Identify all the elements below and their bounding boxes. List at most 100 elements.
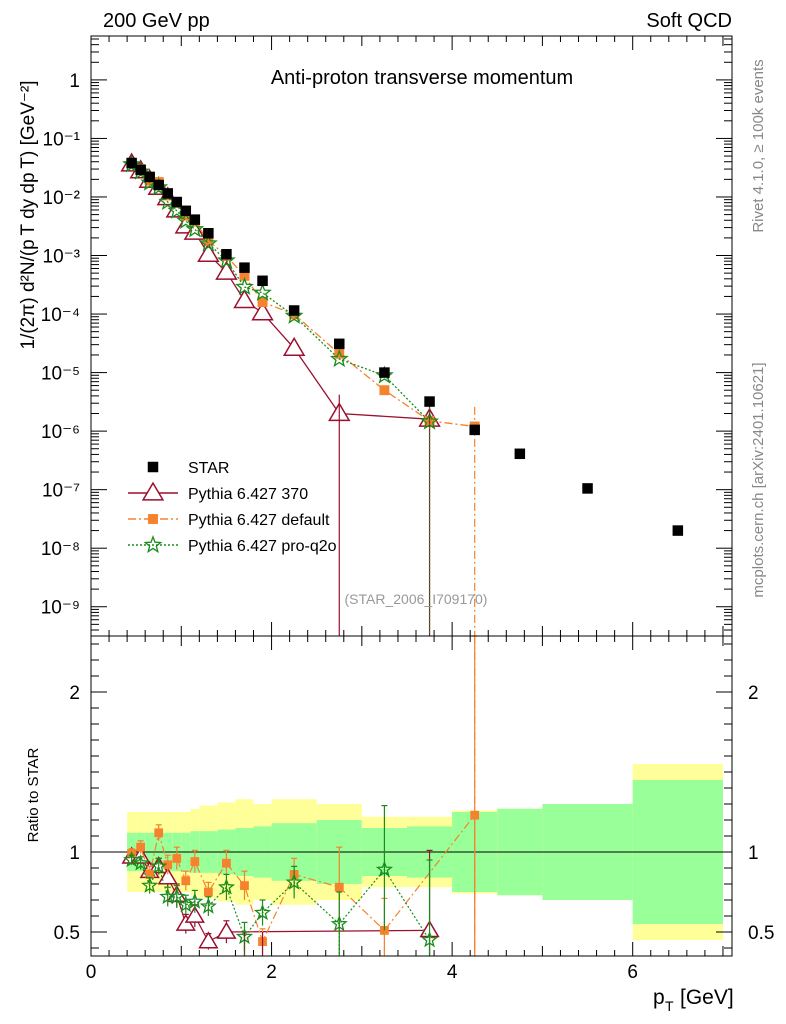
point-star-data [514,448,526,460]
legend-marker [141,481,165,501]
point-pythia-6-427-default [257,297,268,308]
rivet-version-label: Rivet 4.1.0, ≥ 100k events [750,59,767,232]
legend-label: Pythia 6.427 pro-q2o [188,538,337,555]
ratio-point-pythia-6-427-default [203,887,213,897]
analysis-watermark: (STAR_2006_I709170) [345,591,488,607]
y-tick-label: 10⁻² [43,188,81,209]
ratio-point-pythia-6-427-default [172,854,182,863]
y-tick-label: 2 [69,683,80,704]
y-tick-label: 10⁻⁶ [41,422,80,443]
legend-label: Pythia 6.427 default [188,512,330,529]
point-star-data [126,157,137,169]
point-star-data [288,305,300,316]
point-pythia-6-427-pro-q2o [149,177,169,196]
mcplots-label: mcplots.cern.ch [arXiv:2401.10621] [750,362,767,597]
point-pythia-6-427-pro-q2o [253,282,272,301]
point-pythia-6-427-370 [197,242,220,262]
point-star-data [424,396,435,407]
ratio-point-pythia-6-427-default [190,857,200,866]
ratio-point-pythia-6-427-default [145,870,155,879]
point-star-data [144,171,155,183]
y-tick-label-right: 0.5 [748,923,774,944]
ratio-point-pythia-6-427-pro-q2o [253,903,272,921]
ratio-point-pythia-6-427-default [154,828,164,838]
point-pythia-6-427-370 [233,289,256,309]
ratio-point-pythia-6-427-default [334,882,344,892]
x-axis-title-main: p [653,986,665,1009]
ratio-point-pythia-6-427-pro-q2o [168,887,186,905]
y-tick-label-right: 1 [748,843,759,864]
ratio-bands [91,764,732,940]
ratio-point-pythia-6-427-370 [184,905,205,923]
point-pythia-6-427-default [239,270,250,281]
y-tick-label: 0.5 [54,923,80,944]
point-pythia-6-427-pro-q2o [235,277,254,295]
y-tick-label: 10⁻⁷ [42,481,80,502]
legend-label: STAR [188,460,229,477]
ratio-ticks: 0 2 4 6 0.5 0.5 1 1 2 2 [54,636,774,983]
main-ticks: 10⁻⁹ 10⁻⁸ 10⁻⁷ 10⁻⁶ 10⁻⁵ 10⁻⁴ 10⁻³ 10⁻² 10⁻¹ 1 [41,36,732,636]
series-line-pythia-6-427-pro-q2o [131,163,431,423]
y-tick-label: 10⁻⁴ [41,305,80,326]
x-axis-title-sub: T [665,998,674,1014]
ratio-line-pythia-6-427-default [131,814,476,944]
ratio-data [121,635,480,956]
y-axis-title-main: 1/(2π) d²N/(p T dy dp T) [GeV⁻²] [18,80,39,349]
ratio-point-pythia-6-427-pro-q2o [141,876,159,893]
y-tick-label: 10⁻³ [43,247,81,268]
point-star-data [469,424,480,436]
y-tick-label-right: 2 [748,683,759,704]
point-pythia-6-427-pro-q2o [198,233,218,252]
ratio-point-pythia-6-427-pro-q2o [330,914,348,932]
ratio-point-pythia-6-427-pro-q2o [420,930,439,948]
ratio-point-pythia-6-427-default [240,881,249,890]
ratio-point-pythia-6-427-pro-q2o [217,878,236,895]
point-star-data [162,188,173,199]
point-pythia-6-427-pro-q2o [185,219,205,238]
legend-marker [143,535,163,554]
ratio-point-pythia-6-427-pro-q2o [186,892,204,909]
series-line-pythia-6-427-default [131,162,475,428]
point-pythia-6-427-pro-q2o [374,365,394,384]
point-pythia-6-427-default [203,235,214,246]
plot-title: Anti-proton transverse momentum [271,67,573,89]
x-tick-label: 4 [447,962,458,983]
point-pythia-6-427-370 [251,301,274,321]
ratio-point-pythia-6-427-pro-q2o [285,873,303,890]
point-pythia-6-427-pro-q2o [329,349,349,368]
point-star-data [189,214,201,225]
x-tick-label: 2 [266,962,277,983]
point-pythia-6-427-default [379,385,390,396]
ratio-point-pythia-6-427-default [222,858,231,868]
point-star-data [135,164,146,176]
ratio-point-pythia-6-427-pro-q2o [199,897,217,914]
point-star-data [171,196,183,208]
point-star-data [582,483,593,494]
energy-label: 200 GeV pp [103,10,210,32]
ratio-point-pythia-6-427-default [181,876,191,886]
point-star-data [153,179,164,191]
y-tick-label: 1 [69,71,80,92]
x-axis-title-unit: [GeV] [680,986,734,1009]
point-pythia-6-427-370 [282,336,306,356]
y-tick-label: 10⁻⁵ [41,364,80,385]
point-pythia-6-427-pro-q2o [284,305,304,324]
x-tick-label: 0 [86,962,97,983]
x-axis-title: p T [GeV] [653,986,734,1014]
point-star-data [221,249,232,260]
point-star-data [672,525,684,536]
legend-label: Pythia 6.427 370 [188,486,308,503]
point-pythia-6-427-pro-q2o [216,250,236,269]
ratio-point-pythia-6-427-pro-q2o [132,854,150,871]
y-tick-label: 10⁻⁹ [41,598,80,619]
ratio-panel: 0 2 4 6 0.5 0.5 1 1 2 2 [54,635,774,983]
point-pythia-6-427-default [334,348,345,359]
y-tick-label: 10⁻⁸ [41,539,80,560]
ratio-point-pythia-6-427-pro-q2o [375,860,394,877]
point-star-data [257,275,268,287]
ratio-point-pythia-6-427-default [136,842,146,852]
ratio-point-pythia-6-427-pro-q2o [123,850,141,868]
point-star-data [379,367,390,378]
x-tick-label: 6 [627,962,638,983]
